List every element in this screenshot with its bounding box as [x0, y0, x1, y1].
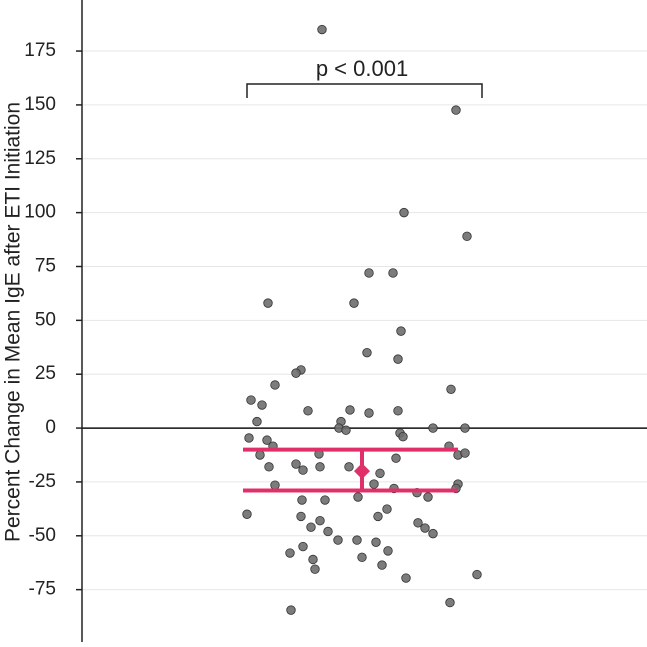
point	[393, 406, 403, 416]
point	[398, 431, 408, 442]
point	[341, 425, 351, 435]
point	[320, 495, 330, 505]
point	[270, 480, 280, 490]
y-tick-label: 175	[24, 40, 56, 61]
point	[252, 416, 262, 427]
mean-marker	[354, 463, 370, 480]
point	[349, 298, 359, 308]
point	[373, 511, 383, 522]
y-tick-label: 50	[35, 309, 56, 330]
point	[472, 569, 482, 580]
point	[291, 368, 301, 378]
point	[445, 597, 455, 608]
point	[291, 459, 301, 469]
point	[423, 492, 433, 502]
point	[285, 548, 295, 558]
point	[399, 207, 409, 218]
point	[345, 405, 355, 415]
y-tick-label: -75	[29, 579, 56, 600]
point	[451, 105, 461, 115]
p-value: p < 0.001	[316, 56, 408, 81]
point	[413, 518, 423, 528]
point	[263, 298, 273, 308]
point	[344, 462, 354, 472]
point	[428, 423, 438, 433]
point	[383, 546, 393, 556]
point	[317, 24, 327, 35]
point	[310, 564, 320, 574]
point	[364, 268, 374, 278]
point	[382, 504, 392, 514]
point	[306, 522, 316, 532]
y-tick-label: 0	[45, 417, 56, 438]
y-tick-label: 75	[35, 256, 56, 277]
point	[246, 395, 256, 405]
point	[369, 479, 379, 489]
point	[257, 400, 267, 410]
point	[298, 465, 308, 475]
point	[255, 450, 265, 460]
point	[352, 535, 362, 545]
point	[357, 552, 367, 563]
y-tick-label: 100	[24, 202, 56, 223]
y-tick-label: 150	[24, 94, 56, 115]
point	[375, 468, 385, 479]
point	[371, 537, 381, 547]
grid	[82, 50, 647, 591]
point	[462, 231, 472, 242]
point	[298, 541, 308, 552]
point	[242, 509, 252, 519]
point	[362, 347, 372, 358]
point	[297, 495, 307, 505]
point	[388, 268, 398, 278]
point	[303, 406, 313, 416]
point	[296, 511, 306, 522]
y-tick-label: 25	[35, 363, 56, 384]
point	[460, 448, 470, 458]
point	[391, 453, 401, 463]
point	[401, 573, 411, 583]
point	[333, 535, 343, 545]
point	[308, 554, 318, 565]
y-tick-label: -25	[29, 471, 56, 492]
point	[262, 435, 272, 445]
point	[393, 354, 403, 364]
y-tick-label: -50	[29, 525, 56, 546]
point	[315, 516, 325, 526]
point	[264, 462, 274, 472]
point	[364, 408, 374, 418]
y-axis-label: Percent Change in Mean IgE after ETI Ini…	[2, 102, 25, 542]
y-tick-label: 125	[24, 148, 56, 169]
point	[428, 528, 438, 539]
point	[460, 423, 470, 433]
point	[270, 380, 280, 390]
point	[244, 433, 254, 443]
point	[286, 605, 296, 615]
point	[353, 492, 363, 502]
significance-bracket	[246, 83, 483, 98]
point	[446, 384, 456, 394]
point	[420, 523, 430, 533]
point	[323, 526, 333, 537]
point	[396, 326, 406, 336]
point	[315, 462, 325, 472]
point	[377, 560, 387, 570]
